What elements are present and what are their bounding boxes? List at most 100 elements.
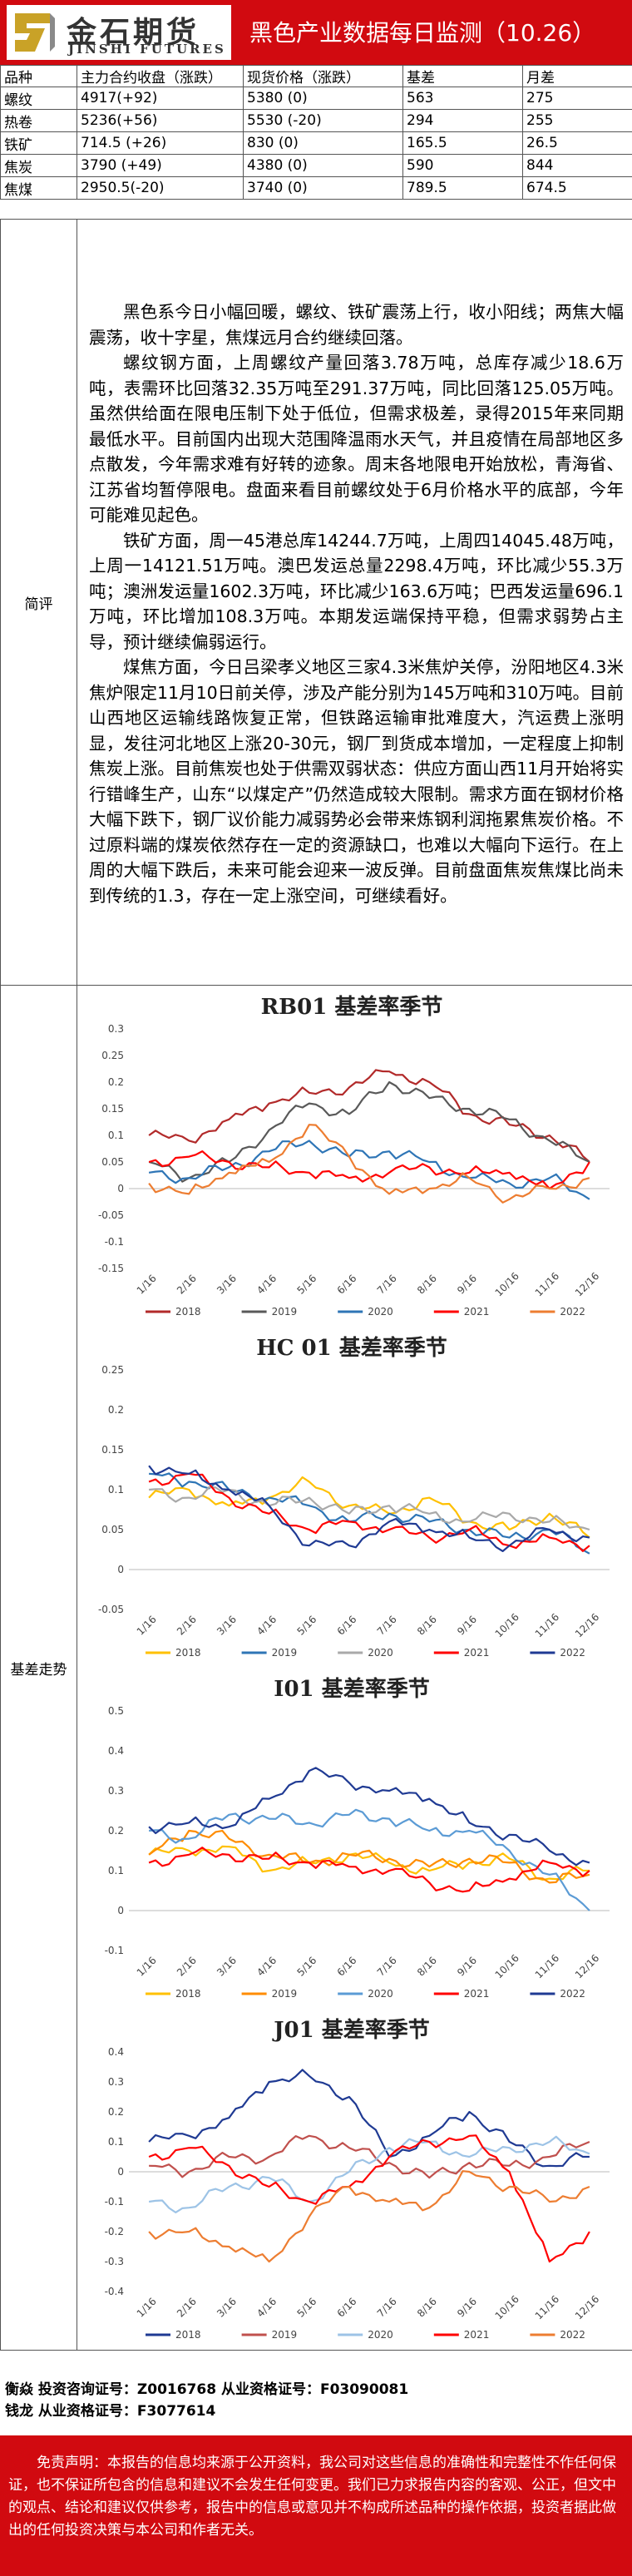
comment-text: 黑色系今日小幅回暖，螺纹、铁矿震荡上行，收小阳线；两焦大幅震荡，收十字星，焦煤远… [77, 296, 632, 908]
legend-label: 2022 [560, 1306, 585, 1318]
legend-label: 2019 [272, 1647, 298, 1659]
x-tick-label: 6/16 [335, 2296, 359, 2320]
chart-title: J01 基差率季节 [272, 2017, 430, 2043]
page-title: 黑色产业数据每日监测（10.26） [249, 19, 596, 47]
comment-paragraph: 铁矿方面，周一45港总库14244.7万吨，上周四14045.48万吨，上周一1… [89, 530, 624, 652]
series-line-2018 [148, 1069, 590, 1163]
series-line-2019 [148, 1829, 590, 1884]
y-tick-label: 0.2 [108, 1404, 124, 1416]
x-tick-label: 12/16 [573, 1952, 601, 1980]
x-tick-label: 5/16 [294, 1273, 318, 1297]
table-cell: 4917(+92) [77, 87, 244, 110]
x-tick-label: 10/16 [493, 1611, 521, 1639]
y-tick-label: -0.1 [105, 2196, 124, 2208]
x-tick-label: 3/16 [215, 1614, 239, 1638]
table-cell: 热卷 [0, 109, 77, 132]
x-tick-label: 3/16 [215, 2296, 239, 2320]
y-tick-label: -0.05 [98, 1209, 124, 1221]
price-table: 品种 主力合约收盘（涨跌） 现货价格（涨跌） 基差 月差 螺纹 4917(+92… [0, 65, 632, 200]
y-tick-label: -0.2 [105, 2226, 124, 2237]
x-tick-label: 5/16 [294, 1614, 318, 1638]
analysis-table: 简评 黑色系今日小幅回暖，螺纹、铁矿震荡上行，收小阳线；两焦大幅震荡，收十字星，… [0, 219, 632, 2351]
x-tick-label: 2/16 [175, 1955, 199, 1979]
legend-label: 2018 [175, 1647, 201, 1659]
i01-chart: I01 基差率季节 -0.1 0 0.1 0.2 0.3 0.4 0.5 1/16 2/16 3/1… [77, 1668, 626, 2009]
x-tick-label: 9/16 [455, 1955, 479, 1979]
x-tick-label: 11/16 [533, 2293, 561, 2321]
legend-label: 2018 [175, 2329, 201, 2341]
y-tick-label: -0.4 [105, 2286, 124, 2297]
y-tick-label: 0.2 [108, 1825, 124, 1837]
legend-label: 2018 [175, 1306, 201, 1318]
series-line-2021 [148, 1150, 590, 1190]
series-line-2020 [148, 2135, 590, 2213]
series-line-2022 [148, 1124, 590, 1204]
y-tick-label: -0.1 [105, 1236, 124, 1248]
legend-label: 2020 [368, 1647, 393, 1659]
x-tick-label: 8/16 [415, 1273, 439, 1297]
y-tick-label: 0.4 [108, 1745, 124, 1757]
table-row: 焦煤 2950.5(-20) 3740 (0) 789.5 674.5 [0, 176, 632, 200]
x-tick-label: 2/16 [175, 1273, 199, 1297]
y-tick-label: 0.05 [101, 1524, 124, 1535]
legend-label: 2022 [560, 1647, 585, 1659]
x-tick-label: 1/16 [135, 1614, 159, 1638]
y-tick-label: -0.05 [98, 1604, 124, 1615]
x-tick-label: 7/16 [375, 1955, 399, 1979]
table-cell: 830 (0) [243, 131, 403, 155]
comment-paragraph: 黑色系今日小幅回暖，螺纹、铁矿震荡上行，收小阳线；两焦大幅震荡，收十字星，焦煤远… [89, 302, 624, 348]
x-tick-label: 2/16 [175, 2296, 199, 2320]
y-tick-label: 0 [117, 2166, 124, 2178]
y-tick-label: 0.05 [101, 1156, 124, 1168]
charts-cell: RB01 基差率季节 -0.15 -0.1 -0.05 0 0.05 0.1 0.15 0.2 0… [77, 985, 632, 2351]
y-tick-label: -0.1 [105, 1945, 124, 1956]
x-tick-label: 9/16 [455, 1614, 479, 1638]
table-cell: 590 [402, 154, 523, 177]
y-tick-label: -0.15 [98, 1263, 124, 1274]
series-line-2021 [148, 1472, 590, 1552]
column-header: 主力合约收盘（涨跌） [77, 65, 244, 87]
table-cell: 5236(+56) [77, 109, 244, 132]
table-cell: 4380 (0) [243, 154, 403, 177]
table-row: 铁矿 714.5 (+26) 830 (0) 165.5 26.5 [0, 131, 632, 155]
x-tick-label: 1/16 [135, 2296, 159, 2320]
analyst-info: 衡焱 投资咨询证号：Z0016768 从业资格证号：F03090081 钱龙 从… [5, 2379, 408, 2422]
legend-label: 2019 [272, 1988, 298, 2000]
x-tick-label: 9/16 [455, 1273, 479, 1297]
y-tick-label: 0.25 [101, 1364, 124, 1376]
y-tick-label: 0.3 [108, 1023, 124, 1035]
table-cell: 5530 (-20) [243, 109, 403, 132]
x-tick-label: 7/16 [375, 1614, 399, 1638]
table-cell: 26.5 [522, 131, 632, 155]
charts-label: 基差走势 [0, 985, 77, 2351]
x-tick-label: 12/16 [573, 1270, 601, 1298]
legend-label: 2021 [464, 1988, 490, 2000]
chart-title: I01 基差率季节 [274, 1676, 429, 1702]
y-tick-label: 0.2 [108, 2106, 124, 2118]
y-tick-label: 0 [117, 1905, 124, 1916]
legend-label: 2020 [368, 1306, 393, 1318]
x-tick-label: 3/16 [215, 1955, 239, 1979]
table-cell: 铁矿 [0, 131, 77, 155]
column-header: 品种 [0, 65, 77, 87]
comment-label: 简评 [0, 219, 77, 986]
series-line-2018 [148, 2069, 590, 2168]
legend-label: 2019 [272, 1306, 298, 1318]
y-tick-label: 0.1 [108, 1484, 124, 1496]
table-cell: 674.5 [522, 176, 632, 200]
table-cell: 焦煤 [0, 176, 77, 200]
series-line-2022 [148, 1465, 590, 1552]
x-tick-label: 10/16 [493, 2293, 521, 2321]
table-cell: 714.5 (+26) [77, 131, 244, 155]
y-tick-label: 0.3 [108, 1785, 124, 1797]
x-tick-label: 2/16 [175, 1614, 199, 1638]
x-tick-label: 12/16 [573, 2293, 601, 2321]
y-tick-label: 0.15 [101, 1103, 124, 1115]
j01-chart: J01 基差率季节 -0.4 -0.3 -0.2 -0.1 0 0.1 0.2 0.3 0.4 1/… [77, 2009, 626, 2350]
legend-label: 2020 [368, 1988, 393, 2000]
table-cell: 3790 (+49) [77, 154, 244, 177]
series-line-2020 [149, 1808, 590, 1911]
x-tick-label: 9/16 [455, 2296, 479, 2320]
x-tick-label: 10/16 [493, 1952, 521, 1980]
x-tick-label: 4/16 [254, 1614, 279, 1638]
